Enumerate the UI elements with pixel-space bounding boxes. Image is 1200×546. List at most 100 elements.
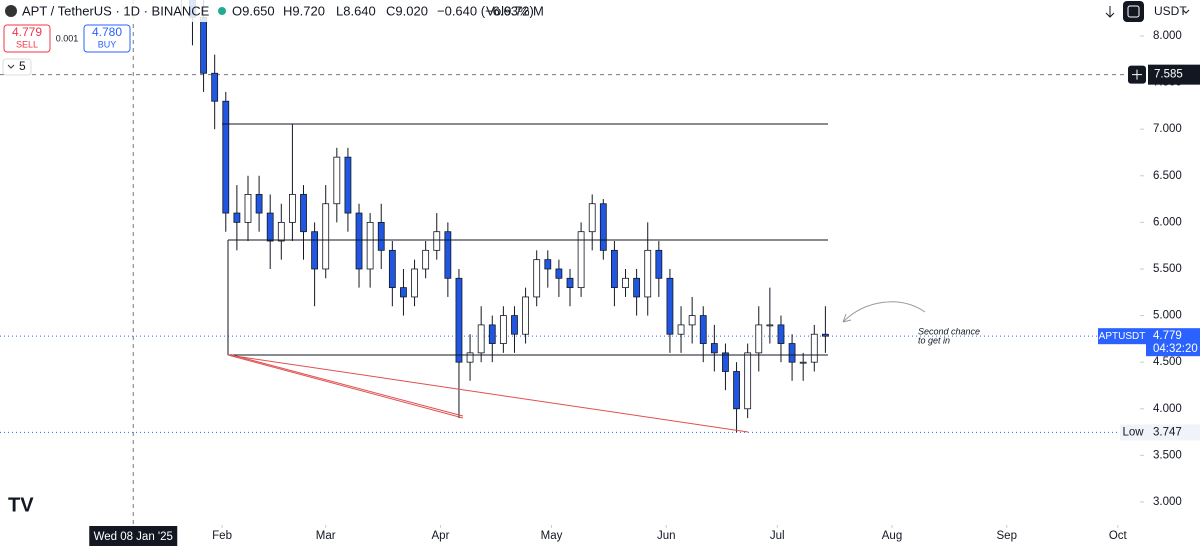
low-tag-box bbox=[1120, 424, 1146, 441]
buy-button[interactable] bbox=[83, 24, 131, 53]
mode-button[interactable] bbox=[1123, 1, 1144, 22]
time-axis bbox=[0, 525, 1200, 546]
candle-body bbox=[300, 194, 307, 233]
candle-body bbox=[611, 249, 618, 289]
candle-body bbox=[644, 249, 652, 298]
x-tick-label: May bbox=[541, 530, 563, 542]
x-tick-label: Aug bbox=[882, 530, 902, 542]
candle-body bbox=[766, 324, 774, 327]
candle-body bbox=[200, 16, 207, 74]
crosshair-date-label: Wed 08 Jan '25 bbox=[94, 531, 173, 543]
x-tick-label: Mar bbox=[316, 530, 336, 542]
candle-body bbox=[233, 212, 241, 223]
low-tag: Low bbox=[1122, 426, 1144, 438]
y-tick-label: 7.000 bbox=[1153, 123, 1182, 135]
trend-line bbox=[227, 354, 749, 433]
candle-body bbox=[400, 287, 407, 298]
mode-icon bbox=[1127, 5, 1140, 18]
candle-body bbox=[733, 371, 740, 410]
crosshair-price-box bbox=[1148, 64, 1200, 85]
candle-body bbox=[266, 212, 274, 242]
candle-body bbox=[444, 231, 452, 279]
candle-body bbox=[622, 277, 629, 289]
candle-body bbox=[533, 259, 541, 298]
candle-body bbox=[677, 324, 685, 335]
low-price-box bbox=[1146, 424, 1200, 441]
candle-body bbox=[555, 268, 563, 279]
y-tick-label: 8.000 bbox=[1153, 30, 1182, 42]
header-bg bbox=[0, 0, 540, 22]
y-tick-label: 6.500 bbox=[1153, 170, 1182, 182]
candle-body bbox=[211, 72, 219, 102]
candle-body bbox=[488, 324, 496, 344]
y-tick-label: 5.000 bbox=[1153, 310, 1182, 322]
candle-body bbox=[511, 315, 518, 335]
status-dot bbox=[218, 7, 226, 15]
candle-body bbox=[810, 333, 818, 363]
change: −0.640 (−6.63%) bbox=[437, 3, 534, 18]
spread: 0.001 bbox=[56, 33, 79, 43]
ohlc-close: C9.020 bbox=[386, 3, 428, 18]
last-price-label: 4.779 bbox=[1153, 330, 1182, 342]
annotation: Second chance bbox=[918, 326, 980, 336]
candle-body bbox=[499, 315, 507, 344]
candle-body bbox=[821, 333, 829, 337]
candle-body bbox=[377, 221, 385, 251]
candle-body bbox=[411, 268, 418, 298]
countdown: 04:32:20 bbox=[1153, 343, 1198, 355]
sell-button[interactable] bbox=[3, 24, 51, 53]
candle-body bbox=[577, 231, 585, 289]
ticker-box bbox=[1098, 328, 1146, 345]
candle-body bbox=[366, 221, 374, 270]
plot-area bbox=[0, 0, 1140, 525]
interval-button[interactable] bbox=[2, 58, 32, 76]
currency-chevron[interactable] bbox=[1182, 9, 1190, 14]
candle-body bbox=[588, 203, 596, 233]
candle-body bbox=[666, 277, 674, 335]
arrow bbox=[842, 301, 926, 323]
ticker-label: APTUSDT bbox=[1099, 331, 1146, 342]
drawings bbox=[222, 123, 828, 356]
buy-label: BUY bbox=[98, 39, 117, 49]
candle-body bbox=[433, 231, 441, 251]
candle-body bbox=[777, 324, 785, 344]
ohlc-high: H9.720 bbox=[283, 3, 325, 18]
candle-body bbox=[688, 315, 696, 326]
ohlc-open: O9.650 bbox=[232, 3, 275, 18]
candle-body bbox=[322, 203, 330, 270]
candle-body bbox=[455, 277, 463, 363]
candle-body bbox=[277, 221, 285, 242]
interval: 5 bbox=[19, 59, 26, 73]
arrow-head bbox=[842, 313, 852, 323]
ohlc-low: L8.640 bbox=[336, 3, 376, 18]
candle-body bbox=[544, 259, 552, 270]
trend-line bbox=[231, 354, 464, 417]
x-tick-label: Jul bbox=[770, 530, 785, 542]
candle-body bbox=[633, 277, 641, 298]
y-tick-label: 3.500 bbox=[1153, 449, 1182, 461]
x-tick-label: Oct bbox=[1109, 530, 1128, 542]
candle-body bbox=[477, 324, 485, 354]
candle-body bbox=[244, 194, 252, 223]
candle-body bbox=[788, 343, 796, 363]
plus-icon bbox=[1132, 69, 1142, 80]
candle-body bbox=[710, 343, 718, 354]
trend-lines bbox=[227, 354, 749, 433]
x-tick-label: Apr bbox=[432, 530, 450, 542]
volume: Vol9.72 M bbox=[486, 3, 544, 18]
crosshair-date-box bbox=[89, 526, 178, 546]
candle-body bbox=[388, 249, 396, 289]
candle-body bbox=[522, 296, 529, 335]
y-tick-label: 5.500 bbox=[1153, 263, 1182, 275]
candle-body bbox=[344, 156, 352, 214]
candle-body bbox=[599, 203, 607, 251]
x-tick-label: Feb bbox=[212, 530, 232, 542]
symbol-icon bbox=[5, 5, 17, 17]
candle-body bbox=[722, 352, 729, 372]
candle-body bbox=[333, 156, 341, 205]
y-tick-label: 3.000 bbox=[1153, 496, 1182, 508]
candle-body bbox=[222, 100, 230, 214]
download-icon[interactable] bbox=[1105, 6, 1115, 18]
candle-body bbox=[311, 231, 319, 270]
